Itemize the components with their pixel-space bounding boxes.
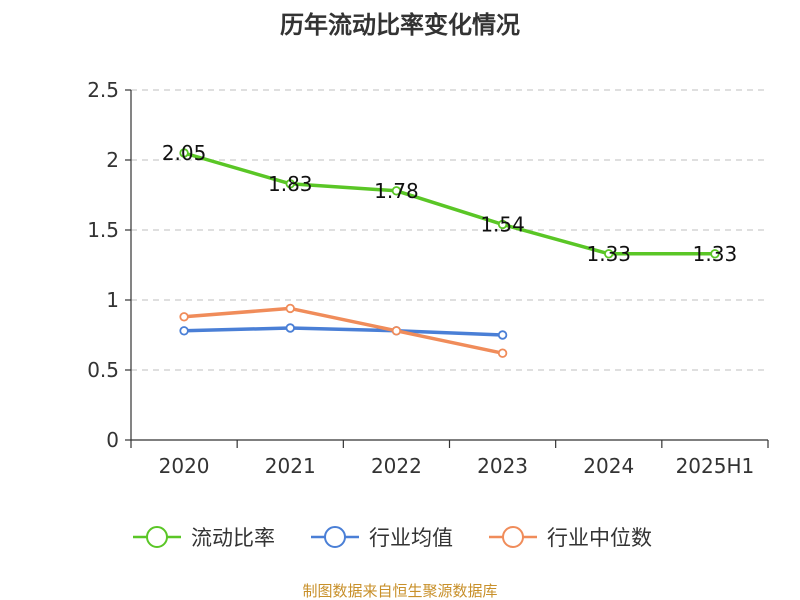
data-point	[497, 219, 508, 230]
data-point	[285, 303, 295, 314]
source-note: 制图数据来自恒生聚源数据库	[302, 582, 497, 600]
x-tick-label: 2024	[583, 454, 634, 478]
legend-label: 行业中位数	[547, 526, 652, 550]
data-point	[285, 323, 295, 333]
series-line	[182, 151, 717, 256]
y-tick-label: 0	[106, 428, 119, 452]
series	[179, 148, 720, 358]
y-tick-label: 0.5	[87, 358, 119, 382]
axes: 0 0.5 1 1.5 2 2.5 2020 2021 2022 2023 2024 2025H1	[87, 78, 769, 478]
data-label: 1.78	[374, 179, 419, 203]
legend-label: 流动比率	[191, 526, 275, 550]
legend-item: 行业均值	[311, 526, 453, 550]
data-point	[710, 249, 720, 259]
y-tick-label: 1.5	[87, 218, 119, 242]
data-point	[391, 186, 402, 196]
data-label: 1.54	[480, 212, 525, 236]
legend: 流动比率 行业均值 行业中位数	[133, 526, 652, 550]
series-line	[182, 306, 505, 355]
y-tick-label: 2.5	[87, 78, 119, 102]
data-labels: 2.05 1.83 1.78 1.54 1.33 1.33	[162, 141, 737, 266]
legend-swatch-marker	[324, 526, 346, 548]
data-point	[285, 179, 295, 189]
x-tick-label: 2021	[265, 454, 316, 478]
legend-item: 行业中位数	[489, 526, 652, 550]
legend-label: 行业均值	[369, 526, 453, 550]
data-point	[604, 249, 614, 259]
x-tick-label: 2022	[371, 454, 422, 478]
legend-swatch-marker	[146, 526, 168, 548]
x-tick-label: 2025H1	[676, 454, 755, 478]
data-label: 1.83	[268, 172, 313, 196]
data-point	[179, 312, 189, 322]
data-point	[179, 326, 189, 336]
data-label: 1.33	[693, 242, 738, 266]
y-tick-label: 2	[106, 148, 119, 172]
y-tick-label: 1	[106, 288, 119, 312]
grid	[131, 89, 768, 371]
series-line	[182, 326, 505, 337]
x-tick-label: 2023	[477, 454, 528, 478]
data-label: 1.33	[586, 242, 631, 266]
data-point	[497, 348, 508, 358]
legend-swatch-marker	[502, 526, 524, 548]
x-tick-label: 2020	[159, 454, 210, 478]
data-point	[179, 148, 189, 158]
chart-title: 历年流动比率变化情况	[280, 11, 520, 39]
data-point	[391, 326, 402, 336]
legend-item: 流动比率	[133, 526, 275, 550]
data-point	[497, 330, 508, 340]
data-label: 2.05	[162, 141, 207, 165]
